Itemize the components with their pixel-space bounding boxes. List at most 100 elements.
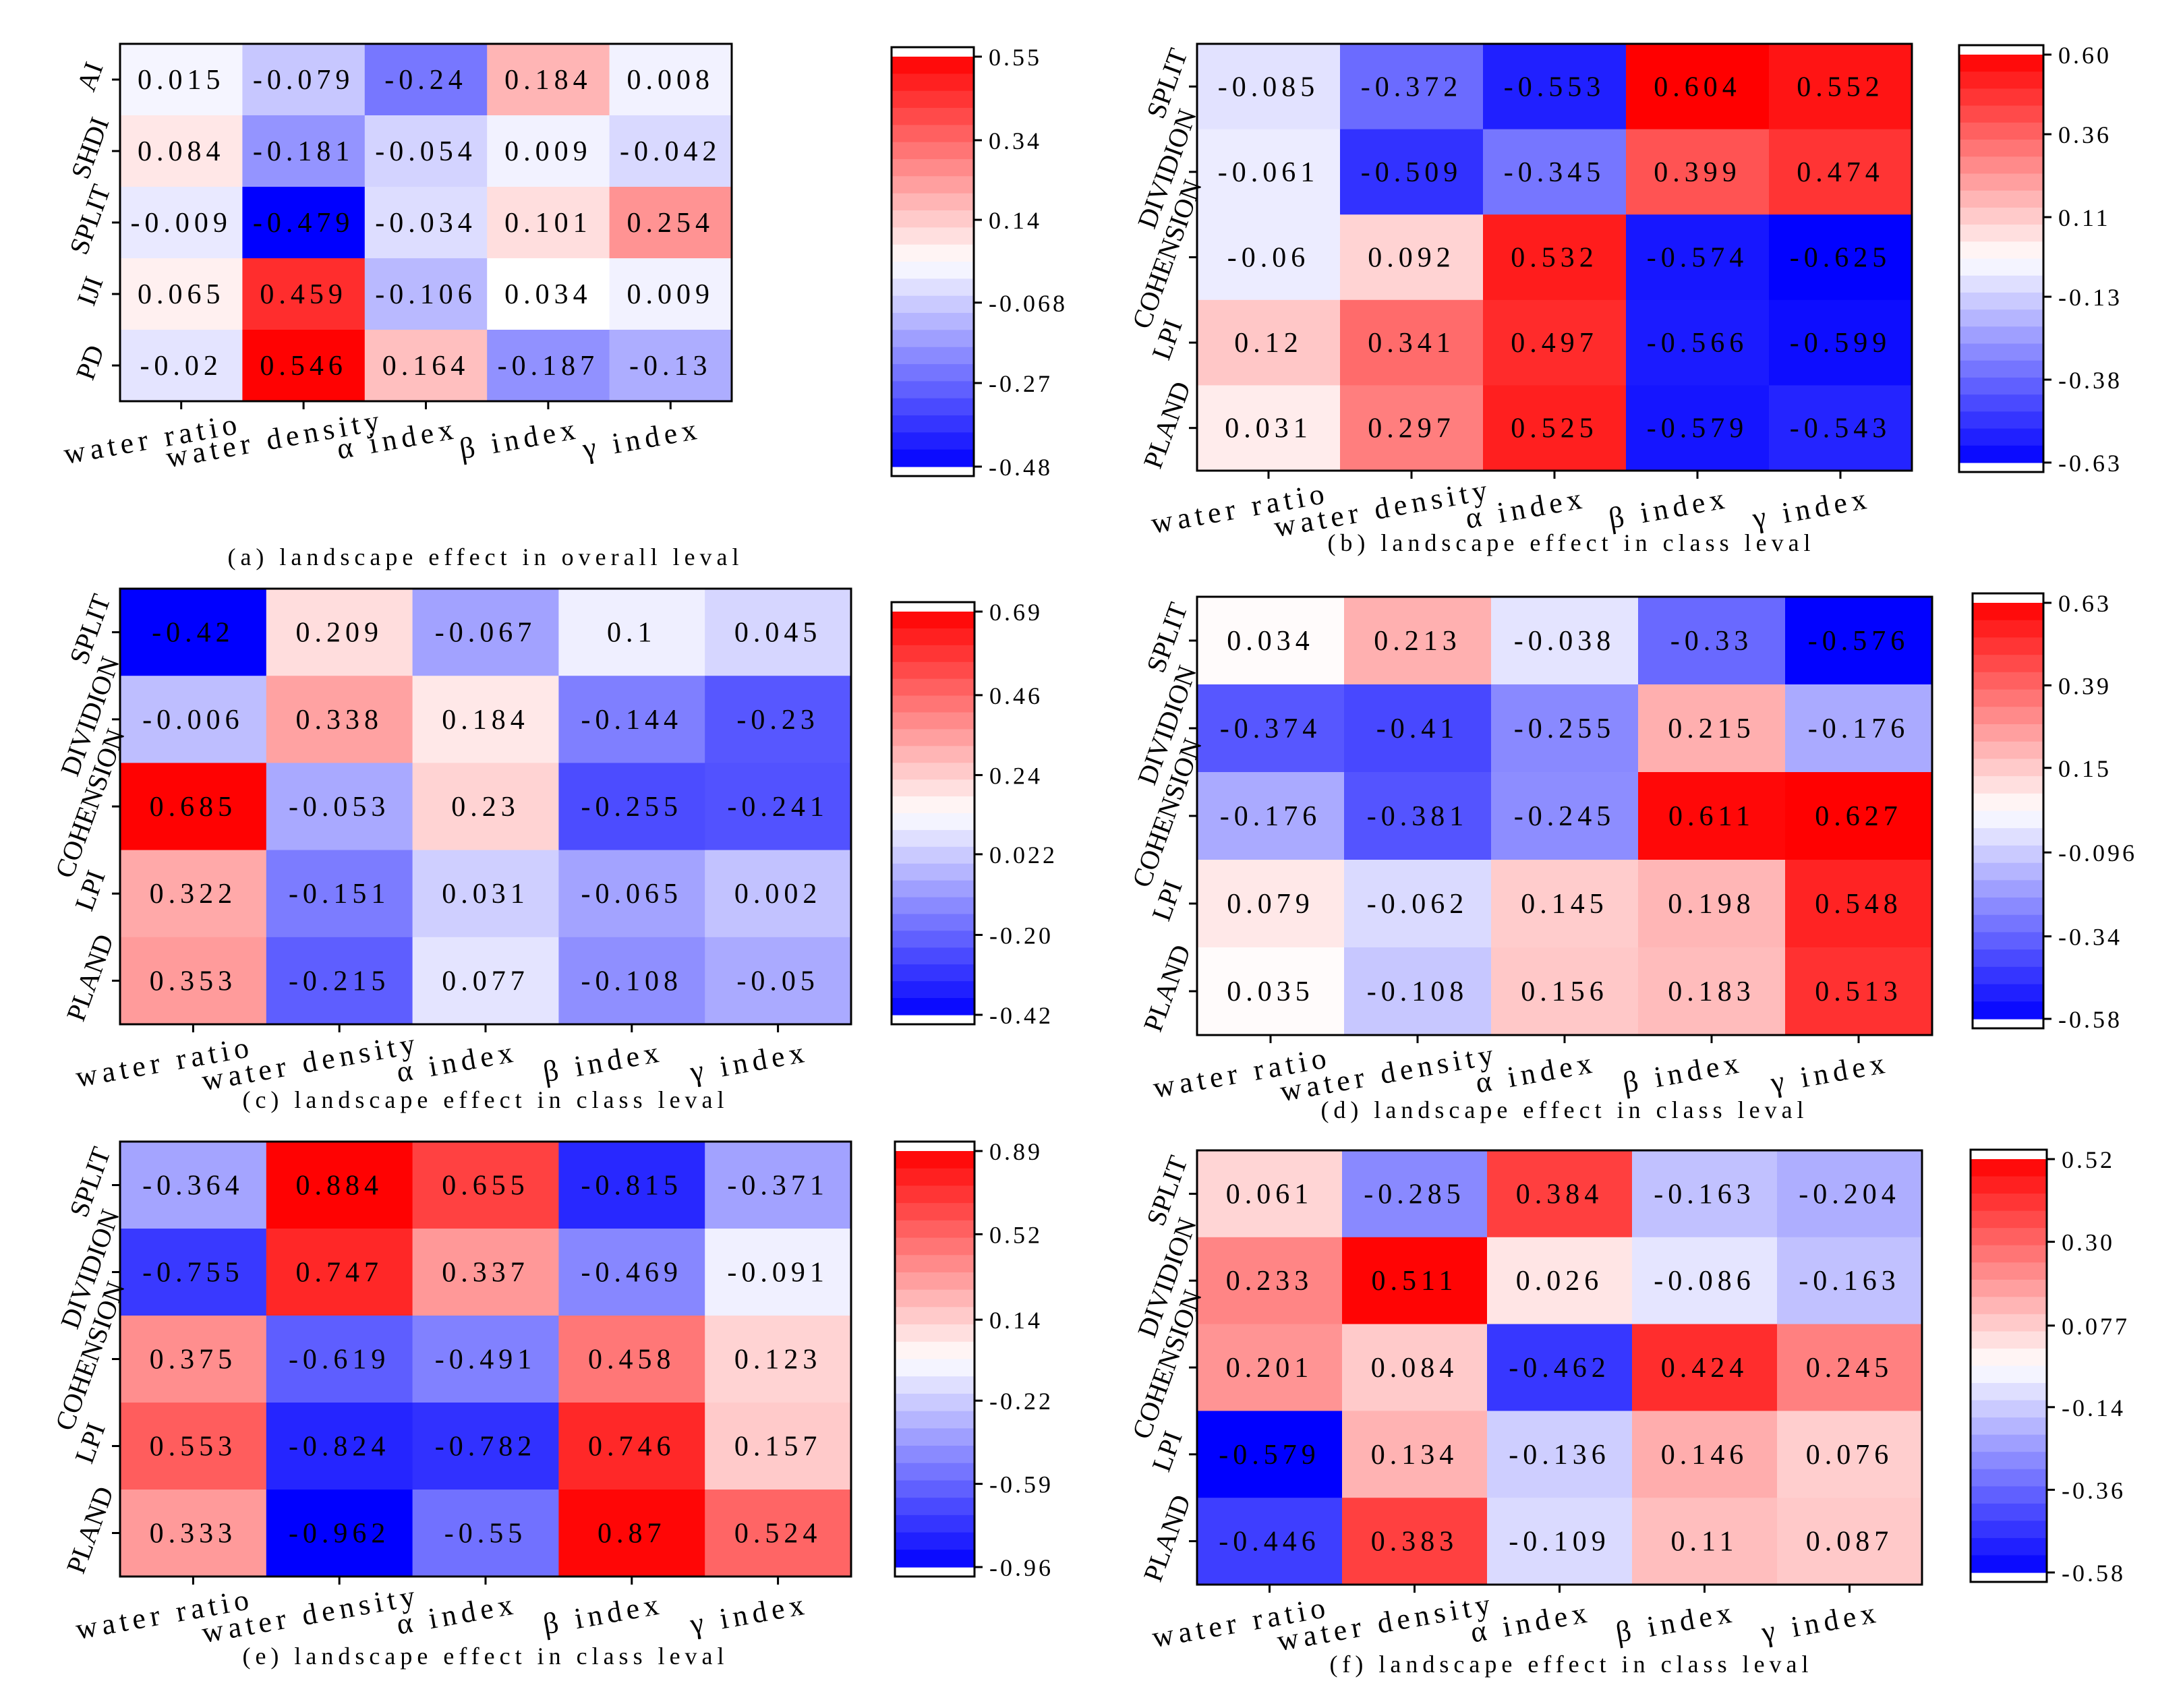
colorbar-step bbox=[1971, 1245, 2047, 1263]
heatmap-cell bbox=[364, 330, 488, 402]
colorbar-tick-label: -0.59 bbox=[989, 1471, 1053, 1498]
heatmap-cell bbox=[558, 763, 705, 851]
cell-value-label: -0.241 bbox=[727, 792, 829, 823]
colorbar-step bbox=[892, 628, 974, 646]
colorbar-step bbox=[892, 712, 974, 730]
cell-value-label: -0.479 bbox=[253, 208, 355, 239]
heatmap-cell bbox=[1197, 684, 1345, 773]
heatmap-cell bbox=[1769, 129, 1913, 215]
cell-value-label: 0.12 bbox=[1234, 328, 1303, 359]
colorbar-step bbox=[1973, 966, 2043, 985]
colorbar-step bbox=[1971, 1262, 2047, 1280]
heatmap-cell bbox=[266, 589, 413, 676]
cell-value-label: -0.755 bbox=[142, 1258, 244, 1289]
colorbar-step bbox=[895, 1514, 974, 1533]
cell-value-label: -0.599 bbox=[1790, 328, 1892, 359]
cell-value-label: 0.035 bbox=[1227, 976, 1314, 1007]
cell-value-label: 0.474 bbox=[1797, 157, 1884, 188]
colorbar-tick-label: -0.36 bbox=[2062, 1477, 2126, 1504]
heatmap-cell bbox=[266, 676, 413, 763]
cell-value-label: 0.009 bbox=[627, 279, 715, 310]
heatmap-cell bbox=[1785, 947, 1933, 1036]
cell-value-label: 0.297 bbox=[1368, 413, 1455, 444]
colorbar-tick-label: 0.15 bbox=[2058, 755, 2112, 782]
colorbar-step bbox=[895, 1237, 974, 1256]
colorbar-step bbox=[892, 57, 974, 74]
cell-value-label: -0.543 bbox=[1790, 413, 1892, 444]
colorbar-step bbox=[892, 678, 974, 697]
heatmap-cell bbox=[412, 850, 559, 938]
heatmap-cell bbox=[120, 115, 243, 187]
y-tick-label: AI bbox=[71, 58, 109, 95]
heatmap-cell bbox=[1197, 129, 1341, 215]
cell-value-label: -0.176 bbox=[1808, 713, 1910, 744]
y-tick-label: SPLIT bbox=[63, 181, 117, 259]
cell-value-label: 0.333 bbox=[150, 1519, 237, 1550]
panel-caption: (c) landscape effect in class leval bbox=[242, 1086, 728, 1113]
colorbar-step bbox=[892, 125, 974, 143]
colorbar-step bbox=[1959, 428, 2043, 446]
colorbar-tick-label: -0.22 bbox=[989, 1388, 1053, 1415]
colorbar-tick-label: 0.69 bbox=[989, 599, 1043, 626]
heatmap-cell bbox=[487, 44, 610, 116]
heatmap-cell bbox=[412, 1229, 559, 1316]
cell-value-label: 0.198 bbox=[1668, 889, 1755, 920]
colorbar-step bbox=[892, 73, 974, 92]
cell-value-label: -0.364 bbox=[142, 1171, 244, 1202]
cell-value-label: 0.076 bbox=[1806, 1440, 1894, 1471]
heatmap-cell bbox=[266, 1316, 413, 1403]
y-tick-label: PLAND bbox=[1137, 941, 1196, 1036]
cell-value-label: 0.008 bbox=[627, 65, 715, 96]
panel-caption: (f) landscape effect in class leval bbox=[1329, 1651, 1813, 1678]
colorbar-tick-label: -0.58 bbox=[2058, 1006, 2122, 1033]
colorbar-tick-label: 0.30 bbox=[2062, 1229, 2115, 1256]
heatmap-cell bbox=[412, 589, 559, 676]
heatmap-cell bbox=[1483, 129, 1627, 215]
cell-value-label: -0.065 bbox=[581, 879, 683, 910]
heatmap-cell bbox=[1769, 299, 1913, 386]
cell-value-label: -0.02 bbox=[140, 351, 223, 382]
colorbar-step bbox=[892, 244, 974, 262]
heatmap-cell bbox=[558, 850, 705, 938]
heatmap-cell bbox=[1197, 860, 1345, 948]
colorbar-step bbox=[892, 612, 974, 629]
heatmap-cell bbox=[1638, 684, 1786, 773]
cell-value-label: 0.532 bbox=[1511, 243, 1598, 274]
colorbar-step bbox=[1959, 156, 2043, 175]
cell-value-label: -0.061 bbox=[1218, 157, 1320, 188]
heatmap-cell bbox=[120, 1142, 267, 1229]
cell-value-label: -0.079 bbox=[253, 65, 355, 96]
heatmap-cell bbox=[1632, 1237, 1778, 1325]
colorbar-step bbox=[895, 1428, 974, 1446]
x-tick-label: γ index bbox=[687, 1035, 811, 1088]
heatmap-cell bbox=[1487, 1324, 1633, 1411]
cell-value-label: 0.015 bbox=[138, 65, 225, 96]
cell-value-label: 0.23 bbox=[451, 792, 520, 823]
cell-value-label: -0.053 bbox=[289, 792, 390, 823]
colorbar-step bbox=[892, 863, 974, 881]
colorbar-step bbox=[1959, 122, 2043, 140]
colorbar-step bbox=[895, 1289, 974, 1307]
colorbar-step bbox=[892, 914, 974, 932]
heatmap-cell bbox=[487, 187, 610, 259]
heatmap-cell bbox=[1483, 44, 1627, 130]
cell-value-label: -0.824 bbox=[289, 1432, 390, 1463]
cell-value-label: -0.06 bbox=[1227, 243, 1310, 274]
colorbar-step bbox=[892, 381, 974, 399]
colorbar-step bbox=[1959, 258, 2043, 276]
cell-value-label: 0.092 bbox=[1368, 243, 1455, 274]
cell-value-label: -0.062 bbox=[1367, 889, 1469, 920]
colorbar-step bbox=[892, 330, 974, 348]
cell-value-label: 0.87 bbox=[598, 1519, 666, 1550]
cell-value-label: 0.184 bbox=[442, 705, 529, 736]
cell-value-label: -0.091 bbox=[727, 1258, 829, 1289]
cell-value-label: 0.383 bbox=[1371, 1527, 1459, 1558]
x-tick-label: γ index bbox=[579, 412, 703, 465]
colorbar-step bbox=[1971, 1297, 2047, 1315]
heatmap-cell bbox=[1344, 860, 1492, 948]
heatmap-cell bbox=[266, 763, 413, 851]
heatmap-cell bbox=[364, 258, 488, 330]
cell-value-label: 0.254 bbox=[627, 208, 715, 239]
colorbar-step bbox=[895, 1168, 974, 1187]
cell-value-label: -0.285 bbox=[1364, 1179, 1465, 1210]
